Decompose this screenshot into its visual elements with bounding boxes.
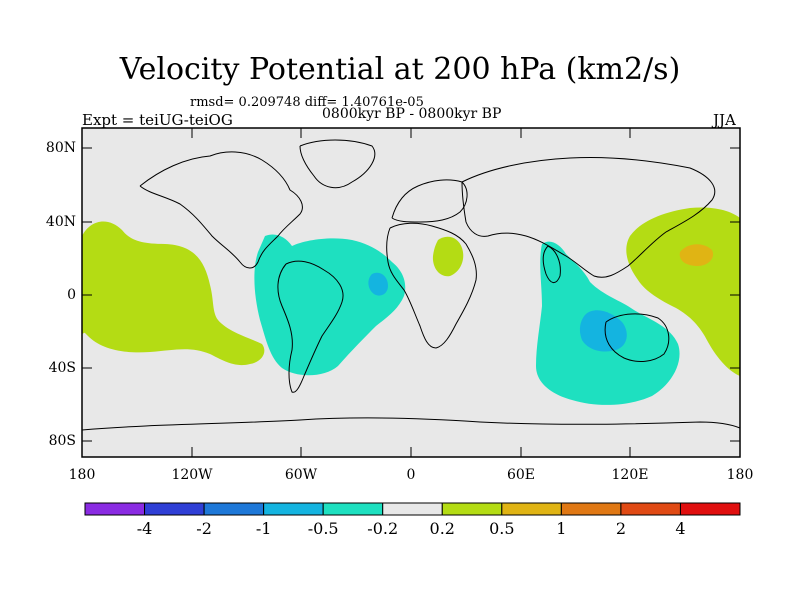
anomaly-positive-west-pacific-core <box>679 244 714 266</box>
coast-asia <box>461 156 716 278</box>
colorbar-swatch <box>560 502 622 516</box>
colorbar-label: -1 <box>255 519 272 538</box>
colorbar-swatch <box>144 502 205 516</box>
period-label: 0800kyr BP - 0800kyr BP <box>322 106 502 122</box>
colorbar-label: 0.2 <box>429 519 455 538</box>
coast-south-america <box>277 260 344 393</box>
coast-antarctica <box>81 417 741 431</box>
coast-greenland <box>299 139 376 189</box>
lat-label-0: 0 <box>67 287 76 303</box>
colorbar-swatch <box>84 502 146 516</box>
lat-label-40n: 40N <box>45 214 76 230</box>
colorbar <box>84 502 741 516</box>
experiment-label: Expt = teiUG-teiOG <box>82 111 233 129</box>
lat-label-40s: 40S <box>48 360 76 376</box>
coastlines <box>81 139 741 431</box>
coast-europe <box>391 179 468 223</box>
colorbar-swatch <box>203 502 265 516</box>
colorbar-label: -4 <box>136 519 153 538</box>
colorbar-swatch <box>382 502 443 516</box>
lon-label-120w: 120W <box>171 467 213 483</box>
lat-label-80s: 80S <box>48 433 76 449</box>
lon-label-180w: 180 <box>68 467 96 483</box>
colorbar-swatch <box>501 502 562 516</box>
lon-label-180e: 180 <box>726 467 754 483</box>
colorbar-label: -0.5 <box>307 519 339 538</box>
colorbar-label: 4 <box>675 519 686 538</box>
colorbar-label: -0.2 <box>367 519 399 538</box>
lon-tick-marks <box>81 128 741 457</box>
colorbar-swatch <box>679 502 741 516</box>
colorbar-swatch <box>620 502 681 516</box>
map-title: Velocity Potential at 200 hPa (km2/s) <box>119 52 681 87</box>
colorbar-label: 0.5 <box>489 519 515 538</box>
coast-australia <box>604 313 670 362</box>
lat-label-80n: 80N <box>45 140 76 156</box>
colorbar-swatch <box>263 502 324 516</box>
colorbar-swatch <box>441 502 503 516</box>
colorbar-label: 2 <box>615 519 626 538</box>
coast-india <box>542 245 561 283</box>
colorbar-label: -2 <box>196 519 212 538</box>
lon-label-120e: 120E <box>611 467 649 483</box>
stats-line: rmsd= 0.209748 diff= 1.40761e-05 <box>190 95 424 110</box>
lon-label-60e: 60E <box>506 467 536 483</box>
coast-africa <box>386 222 477 349</box>
anomaly-positive-africa <box>432 236 464 277</box>
lon-label-0: 0 <box>406 467 416 483</box>
anomaly-positive-east-pacific <box>82 221 265 366</box>
anomaly-positive-west-pacific-edge <box>82 300 92 334</box>
colorbar-label: 1 <box>556 519 567 538</box>
anomaly-negative-indian-ocean-core <box>579 310 627 352</box>
season-label: JJA <box>713 111 736 129</box>
coast-north-america <box>139 151 303 269</box>
lat-tick-marks <box>82 147 740 442</box>
colorbar-swatch <box>322 502 384 516</box>
anomaly-negative-atlantic-core <box>368 272 388 296</box>
lon-label-60w: 60W <box>284 467 318 483</box>
